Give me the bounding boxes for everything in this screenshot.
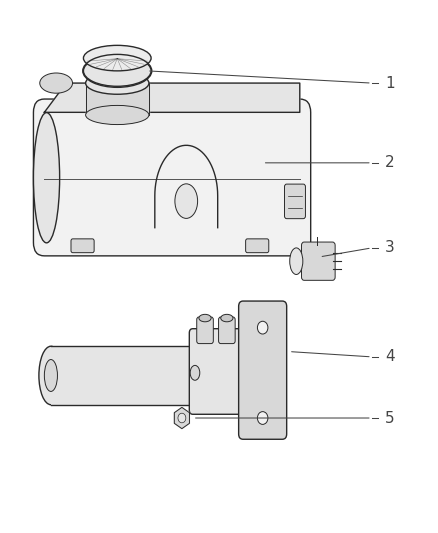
FancyBboxPatch shape (219, 317, 235, 344)
Ellipse shape (175, 184, 198, 219)
Ellipse shape (258, 411, 268, 424)
Ellipse shape (85, 72, 149, 94)
FancyBboxPatch shape (246, 239, 269, 253)
FancyBboxPatch shape (197, 317, 213, 344)
FancyBboxPatch shape (189, 329, 249, 414)
Ellipse shape (39, 346, 63, 405)
Ellipse shape (178, 413, 186, 423)
Text: 1: 1 (385, 76, 395, 91)
FancyBboxPatch shape (33, 99, 311, 256)
Ellipse shape (290, 248, 303, 274)
Bar (51, 346, 219, 405)
Ellipse shape (199, 314, 211, 322)
Ellipse shape (33, 112, 60, 243)
Text: 2: 2 (385, 155, 395, 171)
FancyBboxPatch shape (285, 184, 305, 219)
Ellipse shape (190, 366, 200, 380)
Polygon shape (44, 83, 300, 112)
Ellipse shape (40, 73, 73, 93)
Ellipse shape (44, 360, 57, 391)
Ellipse shape (221, 314, 233, 322)
Ellipse shape (83, 55, 151, 86)
Ellipse shape (83, 45, 151, 71)
FancyBboxPatch shape (71, 239, 94, 253)
Text: 3: 3 (385, 240, 395, 255)
Text: 5: 5 (385, 410, 395, 425)
Ellipse shape (258, 321, 268, 334)
Polygon shape (86, 83, 149, 115)
Text: 4: 4 (385, 349, 395, 365)
Polygon shape (174, 407, 190, 429)
FancyBboxPatch shape (239, 301, 287, 439)
FancyBboxPatch shape (301, 242, 335, 280)
Ellipse shape (85, 106, 149, 125)
